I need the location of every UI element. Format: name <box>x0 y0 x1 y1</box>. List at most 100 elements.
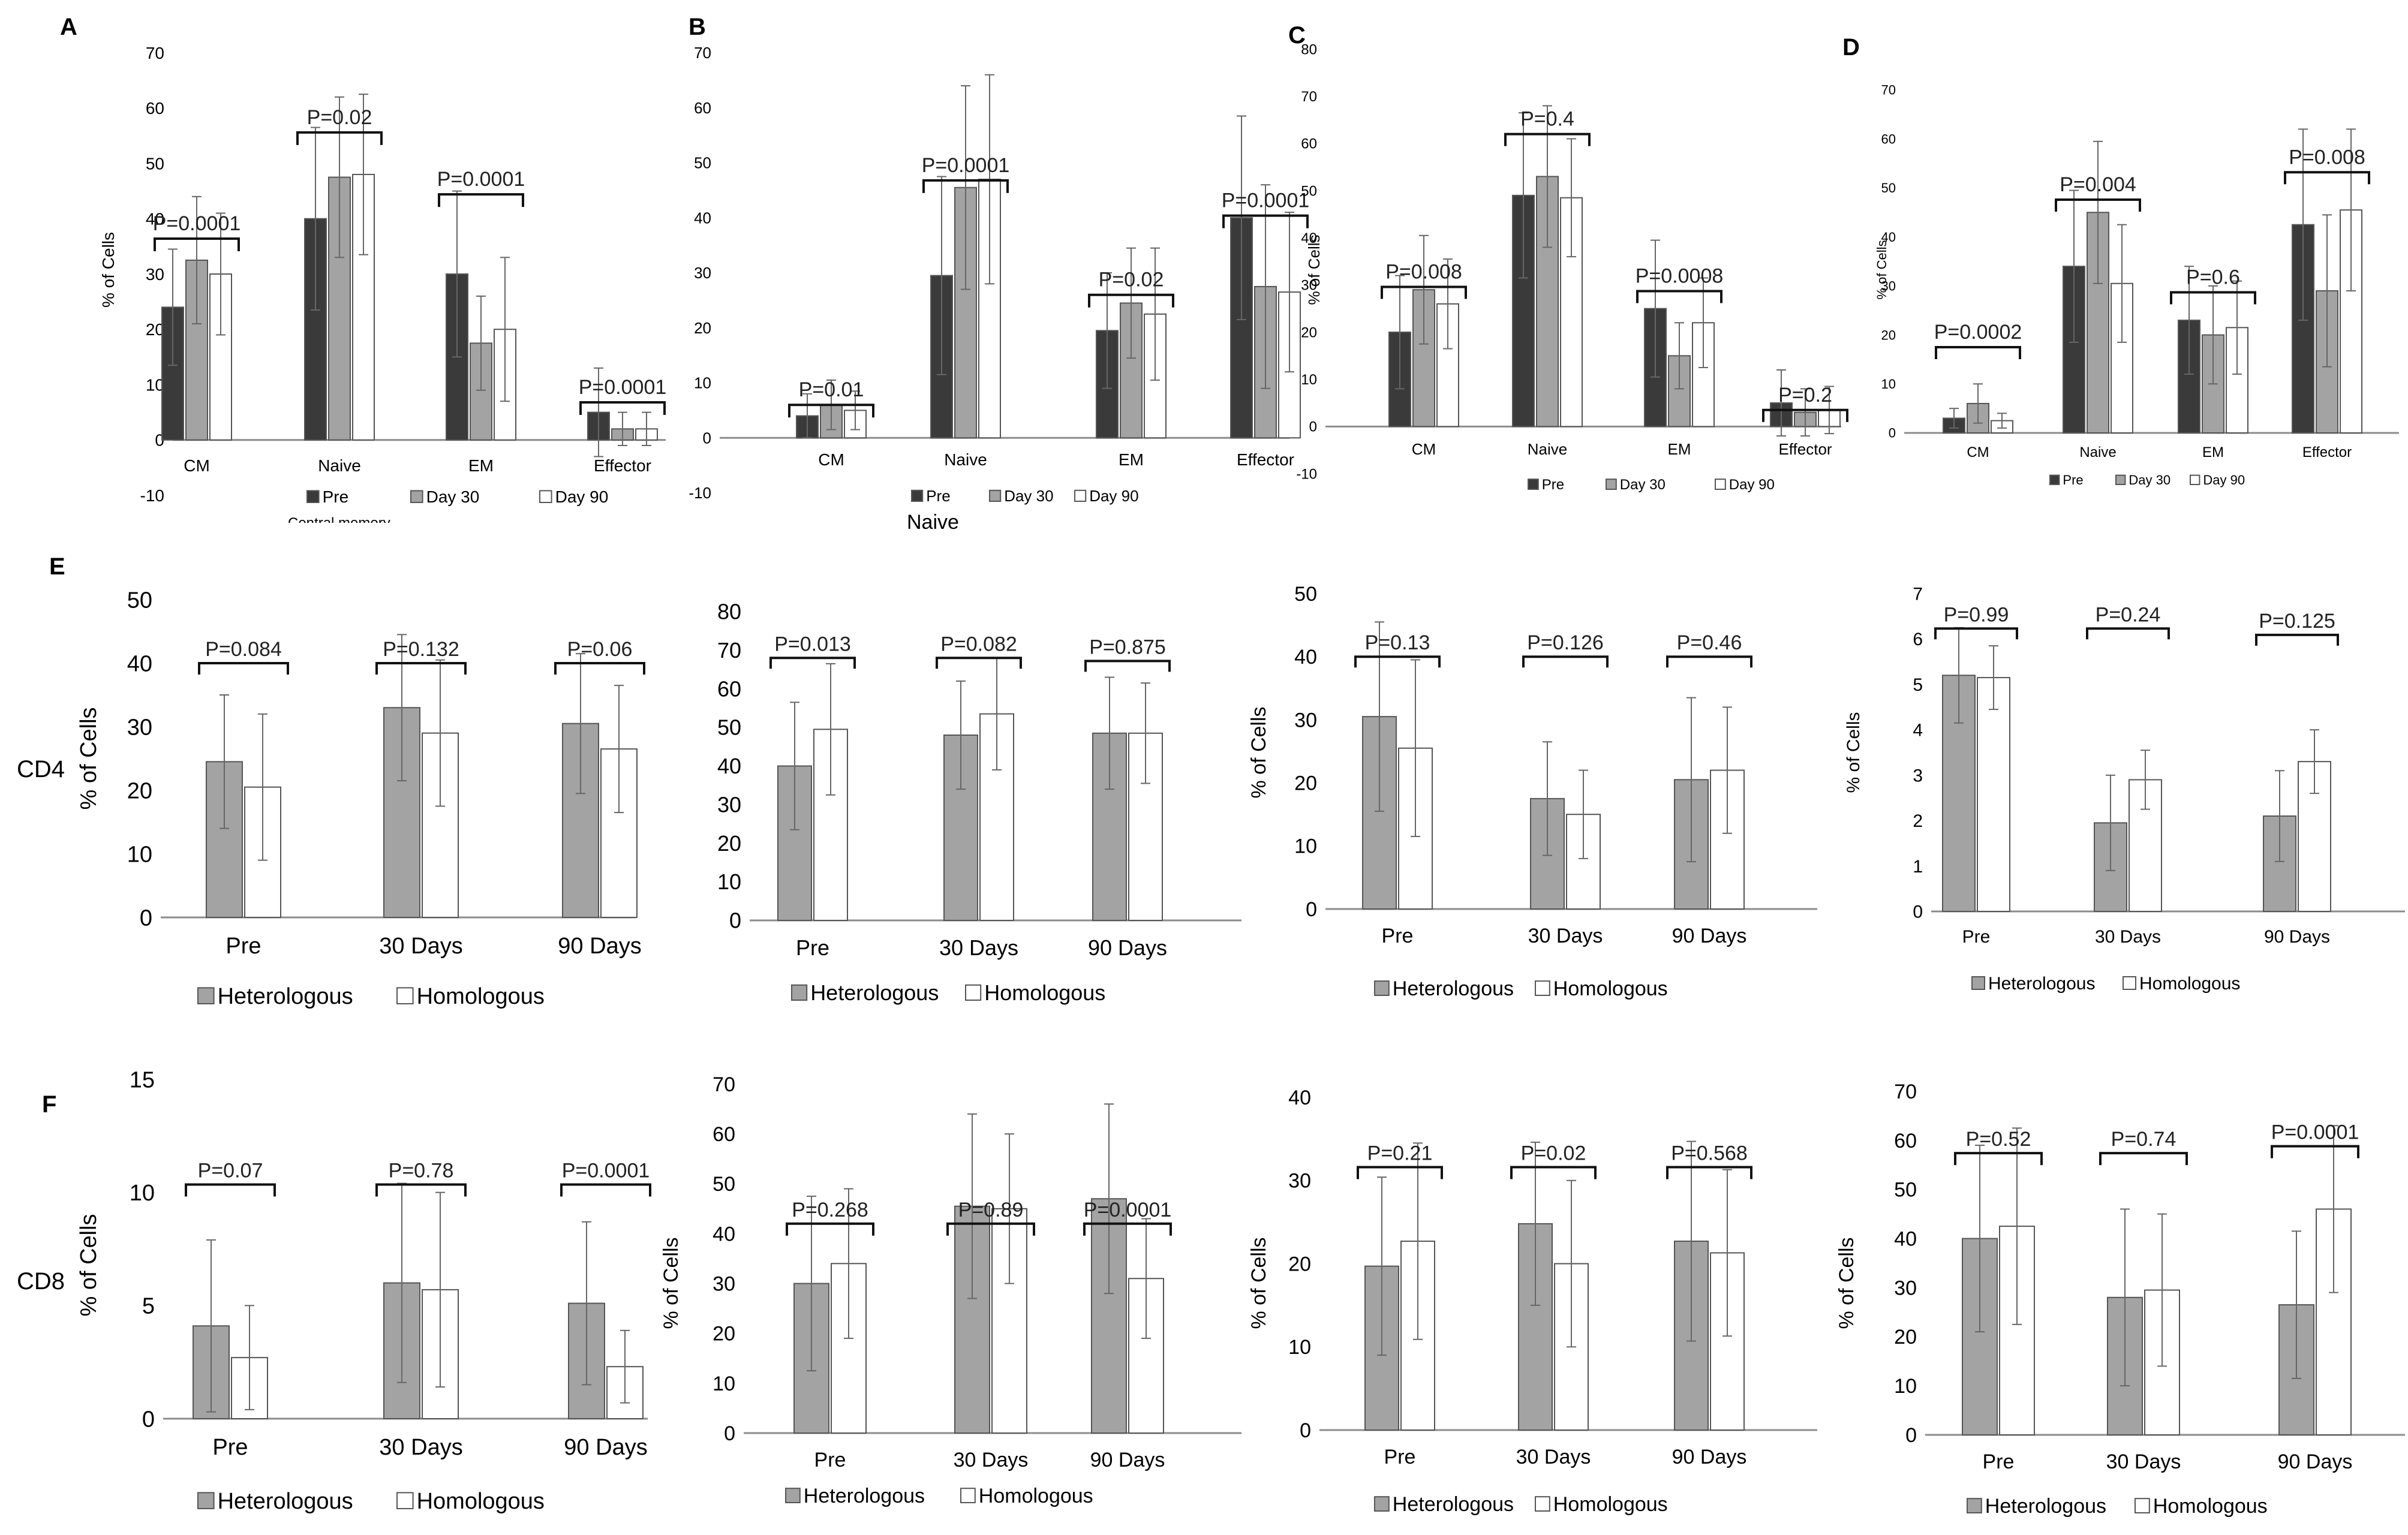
legend-label: Pre <box>926 487 950 505</box>
y-tick-label: 20 <box>127 778 152 803</box>
legend-label: Heterologous <box>804 1485 925 1507</box>
significance-bracket <box>1935 346 2021 359</box>
y-axis-label: % of Cells <box>660 1237 683 1329</box>
p-value-label: P=0.084 <box>205 638 282 661</box>
panel-letter-d: D <box>1842 34 1860 61</box>
legend-swatch <box>1967 1498 1982 1513</box>
p-value-label: P=0.0008 <box>1636 265 1724 288</box>
y-tick-label: 50 <box>713 1173 735 1196</box>
category-label: Pre <box>814 1449 846 1471</box>
chart-panel-d: 0 10 20 30 40 50 60 70 % of Cells CM P=0.0002 Naive… <box>1874 83 2399 487</box>
category-label: 90 Days <box>1672 1446 1747 1468</box>
significance-bracket <box>1666 655 1752 668</box>
category-label: 30 Days <box>939 935 1018 960</box>
y-tick-label: 3 <box>1913 766 1923 785</box>
legend-swatch <box>396 987 414 1005</box>
y-tick-label: 30 <box>717 792 741 817</box>
legend-swatch <box>1715 478 1726 490</box>
y-tick-label: -10 <box>1296 466 1317 482</box>
legend-swatch <box>2190 474 2200 485</box>
category-label: EM <box>2202 444 2224 460</box>
y-tick-label: 50 <box>1881 180 1896 195</box>
y-tick-label: 5 <box>1913 675 1923 695</box>
y-tick-label: 0 <box>729 908 741 933</box>
y-tick-label: 10 <box>146 375 164 394</box>
y-tick-label: 70 <box>1894 1080 1917 1103</box>
legend-swatch <box>1535 980 1550 996</box>
p-value-label: P=0.01 <box>799 378 864 401</box>
y-tick-label: 20 <box>694 319 711 337</box>
p-value-label: P=0.0001 <box>579 376 667 399</box>
p-value-label: P=0.268 <box>792 1199 868 1221</box>
legend-label: Day 90 <box>1729 477 1775 493</box>
y-axis-label: % of Cells <box>1835 1237 1858 1329</box>
p-value-label: P=0.13 <box>1365 631 1430 654</box>
significance-bracket <box>786 1222 874 1236</box>
y-tick-label: 2 <box>1913 811 1923 831</box>
y-tick-label: 80 <box>717 600 741 624</box>
significance-bracket <box>788 404 874 418</box>
y-tick-label: 7 <box>1913 585 1923 604</box>
legend-label: Day 30 <box>426 487 480 506</box>
y-tick-label: 40 <box>1301 230 1317 246</box>
y-tick-label: 70 <box>717 638 741 663</box>
panel-letter-e: E <box>49 553 65 580</box>
legend-swatch <box>1971 976 1985 990</box>
y-tick-label: 40 <box>694 209 711 227</box>
category-label: 90 Days <box>2278 1450 2353 1473</box>
y-tick-label: 10 <box>1881 377 1896 392</box>
y-tick-label: 0 <box>1905 1424 1917 1447</box>
category-label: CM <box>184 456 210 475</box>
category-label: Naive <box>2079 444 2116 460</box>
chart-panel-f3: 0 10 20 30 40 % of Cells Pre P=0.21 30 Days P=0.0… <box>1247 1086 1817 1516</box>
category-label: 90 Days <box>2264 927 2330 947</box>
legend-label: Heterologous <box>1393 1493 1514 1516</box>
stray-caption-a: Central memory <box>288 515 390 531</box>
y-tick-label: 40 <box>1294 646 1317 669</box>
y-tick-label: 80 <box>1301 41 1317 58</box>
y-tick-label: 30 <box>713 1272 735 1295</box>
p-value-label: P=0.0001 <box>562 1159 650 1182</box>
significance-bracket <box>560 1183 651 1197</box>
y-axis-label: % of Cells <box>76 707 101 809</box>
y-tick-label: 0 <box>724 1422 735 1445</box>
significance-bracket <box>946 1222 1035 1236</box>
y-axis-label: % of Cells <box>1305 234 1323 305</box>
significance-bracket <box>1522 655 1609 668</box>
y-tick-label: 30 <box>1881 279 1896 294</box>
category-label: Pre <box>796 935 829 960</box>
category-label: EM <box>1668 440 1691 458</box>
category-label: 30 Days <box>2095 927 2161 947</box>
category-label: 30 Days <box>2106 1450 2181 1473</box>
row-label-cd4: CD4 <box>17 756 65 782</box>
y-tick-label: 40 <box>146 210 164 228</box>
category-label: 30 Days <box>379 934 462 959</box>
chart-panel-e2: 0 10 20 30 40 50 60 70 80 Pre P=0.013 30 Days P=0.08… <box>717 600 1241 1005</box>
category-label: 90 Days <box>1090 1449 1165 1471</box>
category-label: Pre <box>1983 1450 2015 1473</box>
significance-bracket <box>936 657 1022 669</box>
p-value-label: P=0.2 <box>1778 384 1832 407</box>
legend-swatch <box>1606 478 1617 490</box>
y-tick-label: 20 <box>717 831 741 856</box>
y-tick-label: 60 <box>713 1123 735 1146</box>
y-tick-label: 20 <box>1294 772 1317 795</box>
significance-bracket <box>154 237 240 251</box>
category-label: Pre <box>226 934 261 959</box>
legend-swatch <box>1374 980 1390 996</box>
y-tick-label: 15 <box>130 1067 155 1092</box>
y-tick-label: 30 <box>1301 278 1317 294</box>
p-value-label: P=0.02 <box>1521 1142 1586 1165</box>
p-value-label: P=0.082 <box>940 633 1017 655</box>
p-value-label: P=0.24 <box>2096 603 2161 626</box>
y-tick-label: 0 <box>1306 898 1317 921</box>
y-axis-label: % of Cells <box>76 1214 101 1316</box>
panel-letter-c: C <box>1288 22 1306 49</box>
category-label: Effector <box>1237 450 1294 469</box>
significance-bracket <box>2055 198 2141 212</box>
significance-bracket <box>1954 1152 2043 1166</box>
legend-label: Day 30 <box>1004 487 1053 505</box>
y-tick-label: 30 <box>146 265 164 284</box>
p-value-label: P=0.0001 <box>2271 1121 2359 1144</box>
